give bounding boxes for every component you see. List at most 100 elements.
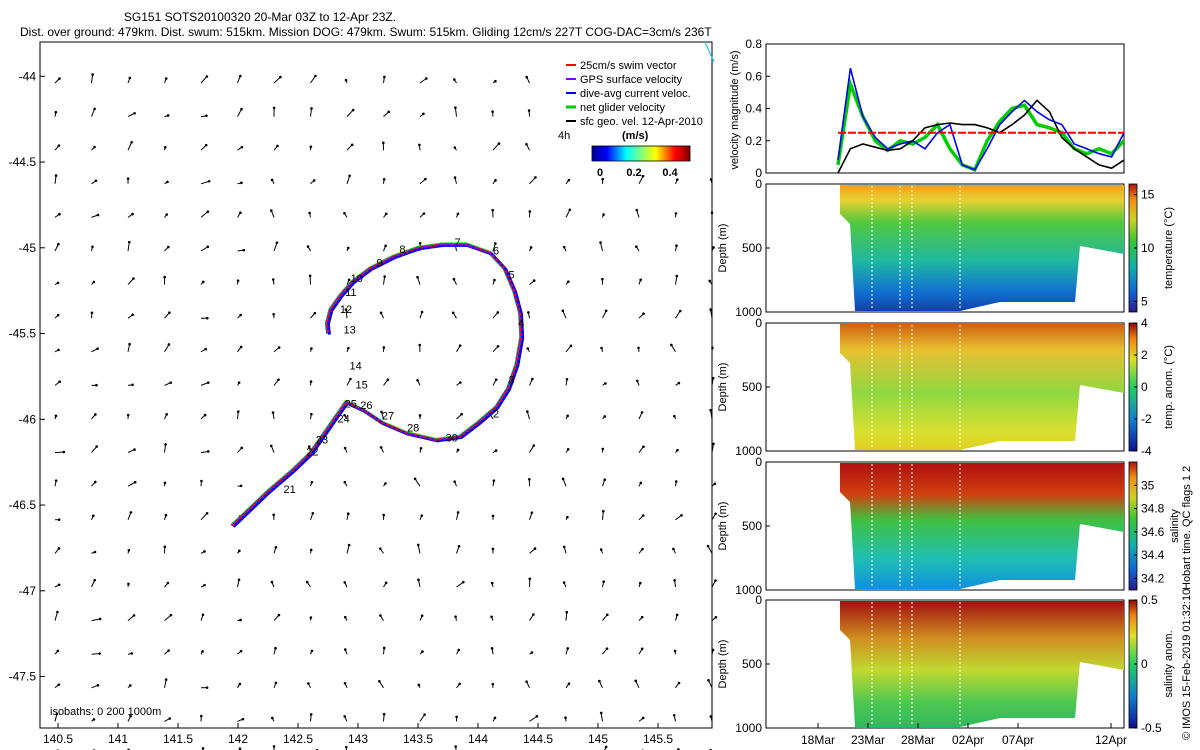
current-arrow-head	[57, 518, 61, 521]
current-arrow	[127, 512, 132, 520]
current-arrow-head	[526, 410, 529, 413]
current-arrow	[127, 242, 130, 252]
day-label: 22	[306, 446, 318, 458]
depth-tick-label: 500	[742, 241, 762, 255]
current-arrow-head	[605, 647, 609, 650]
chart-subtitle: Dist. over ground: 479km. Dist. swum: 51…	[20, 25, 712, 39]
current-arrow-head	[425, 77, 428, 80]
current-arrow-head	[343, 413, 346, 417]
current-arrow-head	[568, 208, 572, 212]
current-arrow-head	[604, 745, 608, 749]
map-y-ticks: -44 -44.5 -45 -45.5 -46 -46.5 -47 -47.5	[9, 69, 45, 684]
colorbar-tick-label: 15	[1141, 188, 1155, 202]
current-arrow-head	[641, 716, 645, 720]
day-label: 8	[399, 244, 405, 256]
current-arrow-head	[309, 548, 313, 552]
current-arrow	[127, 142, 133, 151]
current-arrow-head	[269, 209, 273, 212]
current-arrow-head	[163, 545, 167, 549]
current-arrow-head	[418, 241, 422, 245]
day-label: 5	[509, 270, 515, 282]
current-arrow-head	[57, 348, 60, 352]
current-arrow	[200, 512, 208, 521]
current-arrow-head	[200, 714, 203, 718]
current-arrow-head	[351, 108, 355, 112]
current-arrow-head	[535, 715, 539, 718]
current-arrow-head	[90, 311, 94, 315]
current-arrow	[565, 612, 568, 621]
current-arrow-head	[309, 145, 313, 149]
current-arrow-head	[93, 550, 97, 554]
current-arrow-head	[529, 246, 533, 249]
velocity-axes-box	[765, 43, 1125, 174]
current-arrow-head	[131, 313, 135, 317]
current-arrow-head	[451, 311, 455, 315]
current-arrow-head	[95, 383, 98, 387]
current-arrow-head	[525, 75, 528, 79]
current-arrow-head	[164, 443, 167, 446]
current-arrow-head	[712, 246, 715, 249]
current-arrow-head	[58, 380, 61, 384]
current-arrow-head	[344, 78, 348, 82]
current-arrow-head	[601, 277, 604, 281]
current-arrow-head	[239, 484, 243, 488]
current-arrow	[562, 310, 567, 319]
current-arrow-head	[168, 311, 171, 314]
current-arrow-head	[601, 447, 605, 451]
current-arrow-head	[459, 381, 462, 384]
colorbar-tick-label: 0	[1141, 380, 1148, 394]
colorbar-tick-0: 0	[597, 167, 603, 179]
current-arrow-head	[308, 274, 312, 278]
current-arrow	[675, 275, 678, 285]
time-tick-label: 12Apr	[1095, 733, 1127, 747]
current-arrow-head	[491, 547, 495, 551]
current-arrow-head	[454, 745, 457, 748]
current-arrow-head	[163, 146, 167, 149]
legend-label-sfc: sfc geo. vel. 12-Apr-2010	[580, 116, 703, 128]
current-arrow-head	[165, 413, 168, 416]
current-arrow-head	[206, 316, 209, 320]
depth-tick-label: 500	[742, 657, 762, 671]
current-arrow-head	[599, 241, 602, 244]
current-arrow	[200, 211, 209, 218]
colorbar-tick-label: 2	[1141, 348, 1148, 362]
current-arrow-head	[413, 477, 417, 481]
current-arrow-head	[240, 145, 244, 149]
current-arrow-head	[133, 480, 137, 484]
section-panel-3: Depth (m) 0 500 1000 -0.5 0 0.5 salinity anom.	[717, 593, 1175, 735]
current-arrow-head	[56, 610, 59, 614]
current-arrow-head	[709, 308, 712, 311]
current-arrow-head	[133, 448, 136, 451]
current-arrow	[565, 209, 571, 218]
current-arrow	[164, 614, 172, 621]
current-arrow-head	[675, 244, 678, 247]
current-arrow-head	[491, 110, 494, 114]
current-arrow-head	[642, 445, 645, 448]
current-arrow-head	[672, 713, 676, 717]
current-arrow	[565, 345, 572, 353]
current-arrow-head	[308, 211, 311, 215]
current-arrow-head	[200, 479, 203, 483]
current-arrow-head	[709, 715, 713, 718]
current-arrow	[91, 74, 94, 84]
current-arrow	[492, 143, 500, 151]
current-arrow	[200, 76, 208, 84]
current-arrow-head	[95, 445, 99, 448]
current-arrow-head	[387, 110, 390, 114]
current-arrow-head	[424, 177, 427, 181]
current-arrow-head	[166, 180, 169, 184]
track-gps-surface	[230, 244, 521, 526]
current-arrow-head	[129, 511, 133, 514]
legend-label-gps: GPS surface velocity	[580, 74, 683, 86]
current-arrow-head	[639, 278, 642, 282]
current-arrow	[710, 410, 713, 420]
current-arrow-head	[453, 146, 457, 149]
current-arrow-head	[603, 415, 607, 418]
day-label: 7	[455, 237, 461, 249]
current-arrow-head	[384, 244, 387, 248]
current-arrow-head	[270, 580, 274, 584]
current-arrow-head	[423, 713, 426, 716]
current-arrow	[417, 544, 421, 554]
map-y-tick-label: -44.5	[9, 155, 37, 169]
current-arrow-head	[57, 583, 61, 587]
